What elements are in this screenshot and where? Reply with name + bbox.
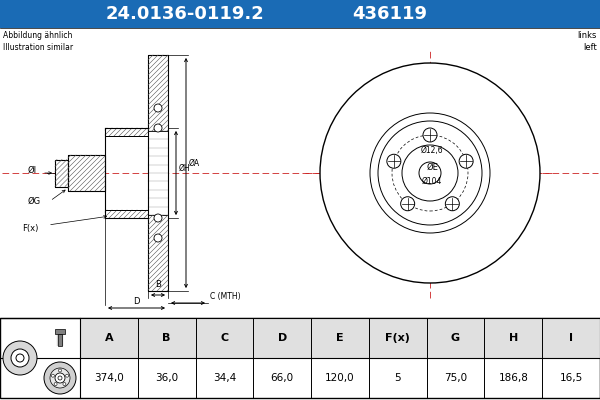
Circle shape [50, 368, 70, 388]
Bar [105, 128, 148, 136]
Text: 36,0: 36,0 [155, 373, 178, 383]
Circle shape [445, 197, 460, 211]
Bar [148, 55, 168, 291]
Circle shape [58, 376, 62, 380]
Bar [55, 160, 68, 186]
Text: 436119: 436119 [353, 5, 427, 23]
Text: E: E [336, 333, 344, 343]
Bar [148, 131, 168, 215]
Text: Ø104: Ø104 [422, 176, 442, 186]
Circle shape [154, 104, 162, 112]
Text: 16,5: 16,5 [559, 373, 583, 383]
Circle shape [402, 145, 458, 201]
Text: 120,0: 120,0 [325, 373, 355, 383]
Bar [148, 215, 168, 291]
Text: G: G [451, 333, 460, 343]
Text: D: D [278, 333, 287, 343]
Circle shape [423, 128, 437, 142]
Circle shape [387, 154, 401, 168]
Circle shape [65, 374, 68, 377]
Text: Abbildung ähnlich
Illustration similar: Abbildung ähnlich Illustration similar [3, 31, 73, 52]
Text: B: B [155, 280, 161, 289]
Text: links
left: links left [578, 31, 597, 52]
Text: ØH: ØH [179, 164, 191, 172]
Text: C: C [220, 333, 229, 343]
Text: B: B [163, 333, 171, 343]
Circle shape [154, 124, 162, 132]
Text: 24.0136-0119.2: 24.0136-0119.2 [106, 5, 265, 23]
Text: ØI: ØI [28, 166, 37, 174]
Bar [68, 155, 105, 191]
Circle shape [419, 162, 441, 184]
Text: D: D [133, 297, 140, 306]
Circle shape [378, 121, 482, 225]
Circle shape [54, 382, 57, 386]
Text: 5: 5 [394, 373, 401, 383]
Circle shape [16, 354, 24, 362]
Bar [80, 318, 600, 358]
Text: F(x): F(x) [22, 224, 38, 232]
Text: 186,8: 186,8 [499, 373, 528, 383]
Circle shape [154, 214, 162, 222]
Text: C (MTH): C (MTH) [210, 292, 241, 301]
Circle shape [401, 197, 415, 211]
Text: F(x): F(x) [385, 333, 410, 343]
Text: A: A [104, 333, 113, 343]
Text: I: I [569, 333, 573, 343]
Bar [0, 0, 600, 28]
Text: 374,0: 374,0 [94, 373, 124, 383]
Text: ØE: ØE [426, 162, 438, 172]
Circle shape [63, 382, 66, 386]
Circle shape [154, 234, 162, 242]
Bar [68, 155, 105, 191]
Circle shape [370, 113, 490, 233]
Text: Ø12,6: Ø12,6 [421, 146, 443, 156]
Circle shape [52, 374, 55, 377]
Circle shape [44, 362, 76, 394]
Text: H: H [509, 333, 518, 343]
Circle shape [3, 341, 37, 375]
Text: 34,4: 34,4 [213, 373, 236, 383]
Text: 66,0: 66,0 [271, 373, 294, 383]
Circle shape [320, 63, 540, 283]
Circle shape [11, 349, 29, 367]
Text: ØG: ØG [28, 196, 41, 206]
Bar [148, 55, 168, 131]
Text: 75,0: 75,0 [444, 373, 467, 383]
Bar [0, 318, 600, 398]
Bar [105, 210, 148, 218]
Circle shape [59, 369, 62, 372]
Bar [55, 160, 68, 186]
Text: ØA: ØA [189, 158, 200, 168]
Circle shape [55, 373, 65, 383]
Bar [55, 329, 65, 334]
Bar [58, 334, 62, 346]
Circle shape [459, 154, 473, 168]
